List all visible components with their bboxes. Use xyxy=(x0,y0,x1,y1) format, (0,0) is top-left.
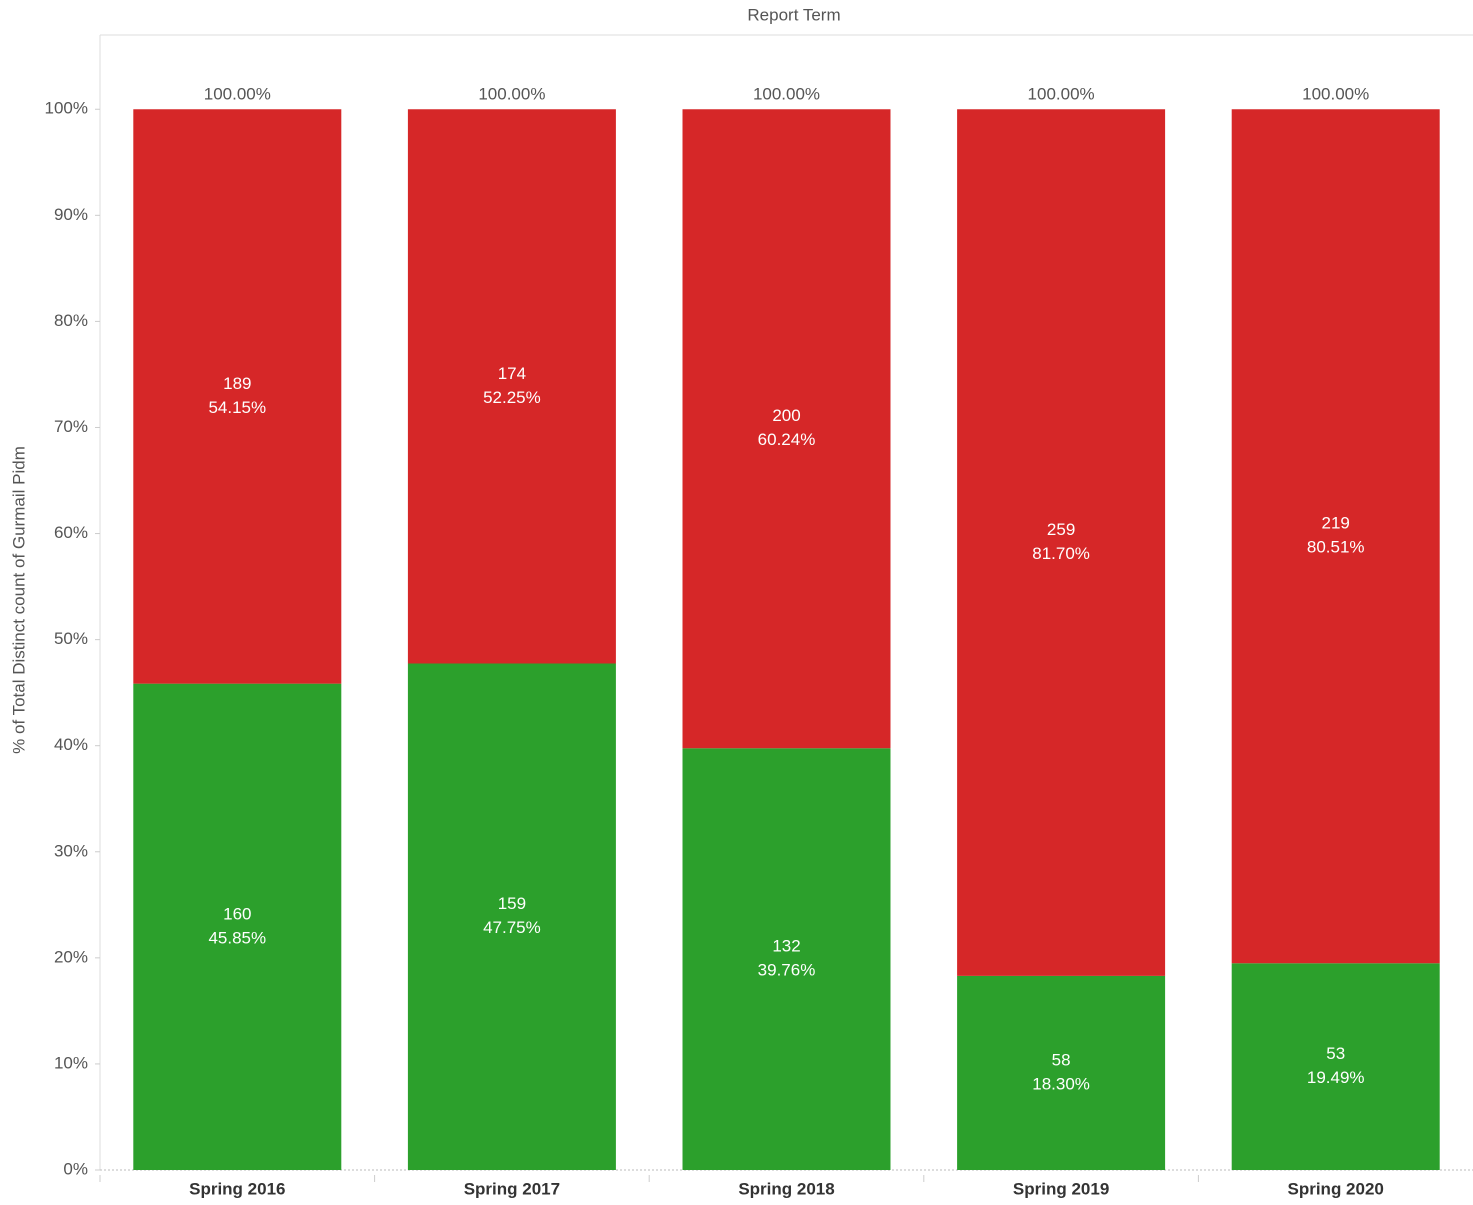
bar-segment xyxy=(682,109,891,749)
x-tick-label: Spring 2020 xyxy=(1288,1179,1384,1198)
total-label: 100.00% xyxy=(1028,85,1095,104)
bar-segment xyxy=(133,109,342,684)
segment-label: 81.70% xyxy=(1032,544,1090,563)
segment-count: 189 xyxy=(223,374,251,393)
x-tick-label: Spring 2016 xyxy=(189,1179,285,1198)
x-axis-title: Report Term xyxy=(747,5,840,24)
bar-segment xyxy=(1231,109,1440,964)
segment-label: 19.49% xyxy=(1307,1068,1365,1087)
x-tick-label: Spring 2017 xyxy=(464,1179,560,1198)
bar-segment xyxy=(957,109,1166,976)
total-label: 100.00% xyxy=(478,85,545,104)
segment-label: 54.15% xyxy=(208,398,266,417)
y-tick-label: 20% xyxy=(54,947,88,966)
bar-segment xyxy=(407,663,616,1170)
bar-segment xyxy=(1231,963,1440,1170)
segment-count: 200 xyxy=(772,406,800,425)
segment-label: 52.25% xyxy=(483,388,541,407)
segment-count: 259 xyxy=(1047,520,1075,539)
segment-count: 219 xyxy=(1322,514,1350,533)
segment-label: 39.76% xyxy=(758,961,816,980)
segment-label: 47.75% xyxy=(483,918,541,937)
bar-segment xyxy=(407,109,616,664)
segment-count: 132 xyxy=(772,937,800,956)
y-tick-label: 70% xyxy=(54,417,88,436)
total-label: 100.00% xyxy=(753,85,820,104)
segment-label: 18.30% xyxy=(1032,1074,1090,1093)
total-label: 100.00% xyxy=(1302,85,1369,104)
segment-count: 160 xyxy=(223,904,251,923)
bar-segment xyxy=(133,683,342,1170)
y-tick-label: 10% xyxy=(54,1053,88,1072)
y-tick-label: 30% xyxy=(54,841,88,860)
x-tick-label: Spring 2019 xyxy=(1013,1179,1109,1198)
x-tick-label: Spring 2018 xyxy=(738,1179,834,1198)
segment-count: 53 xyxy=(1326,1044,1345,1063)
y-axis-title: % of Total Distinct count of Gurmail Pid… xyxy=(9,446,28,754)
y-tick-label: 50% xyxy=(54,629,88,648)
segment-count: 174 xyxy=(498,364,526,383)
y-tick-label: 0% xyxy=(63,1159,88,1178)
segment-label: 80.51% xyxy=(1307,538,1365,557)
segment-label: 60.24% xyxy=(758,430,816,449)
y-tick-label: 80% xyxy=(54,311,88,330)
y-tick-label: 40% xyxy=(54,735,88,754)
y-tick-label: 90% xyxy=(54,205,88,224)
bar-segment xyxy=(957,975,1166,1170)
y-tick-label: 60% xyxy=(54,523,88,542)
y-tick-label: 100% xyxy=(45,99,88,118)
segment-label: 45.85% xyxy=(208,928,266,947)
segment-count: 58 xyxy=(1052,1050,1071,1069)
total-label: 100.00% xyxy=(204,85,271,104)
bar-segment xyxy=(682,748,891,1170)
segment-count: 159 xyxy=(498,894,526,913)
